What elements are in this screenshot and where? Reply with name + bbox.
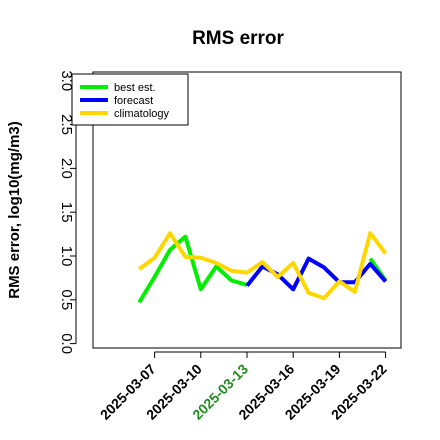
chart-title: RMS error [192, 28, 284, 49]
y-tick-label: 2.0 [58, 158, 75, 179]
y-tick-label: 2.5 [58, 114, 75, 135]
y-axis-label: RMS error, log10(mg/m3) [6, 121, 23, 299]
series-line-forecast [245, 256, 388, 292]
series-line-best-est [137, 234, 248, 304]
y-tick-label: 1.0 [58, 246, 75, 267]
y-tick-label: 1.5 [58, 202, 75, 223]
legend-label-climatology: climatology [114, 108, 170, 120]
x-axis: 2025-03-072025-03-102025-03-132025-03-16… [97, 351, 390, 423]
series-layer [137, 231, 388, 304]
series-line-climatology [138, 231, 388, 301]
y-tick-label: 0.0 [58, 333, 75, 354]
y-tick-label: 0.5 [58, 289, 75, 310]
legend-label-best-est: best est. [114, 82, 156, 94]
plot-frame [92, 71, 402, 349]
legend-label-forecast: forecast [114, 95, 153, 107]
y-tick-label: 3.0 [58, 70, 75, 91]
